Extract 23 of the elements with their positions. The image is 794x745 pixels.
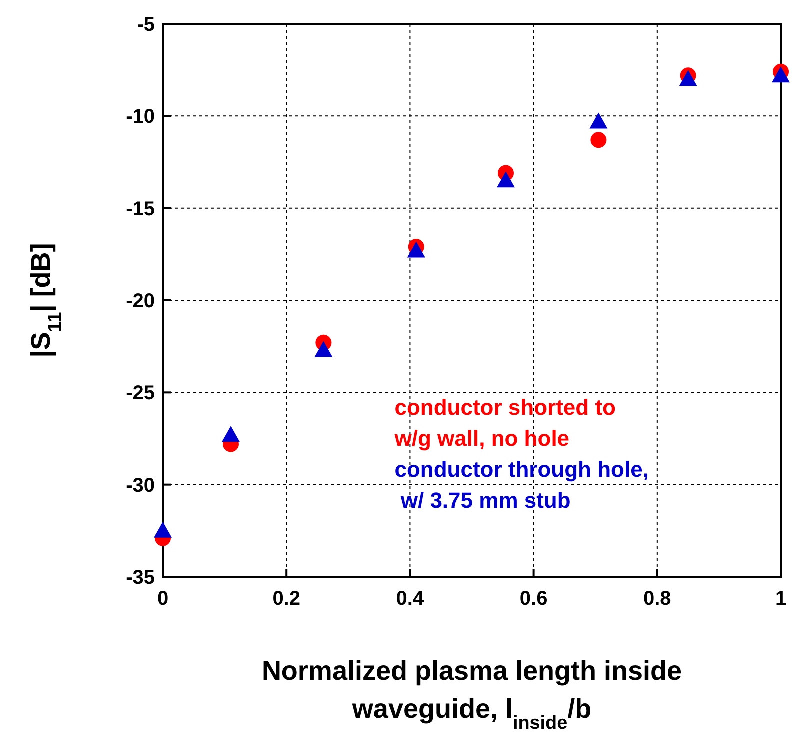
x-tick-label: 1	[775, 588, 787, 610]
x-tick-label: 0.8	[643, 588, 672, 610]
y-tick-label: -25	[126, 382, 155, 405]
point	[590, 112, 608, 129]
point	[496, 172, 515, 188]
y-tick-label: -15	[126, 198, 155, 220]
point	[222, 426, 240, 442]
x-tick-label: 0.2	[272, 588, 301, 610]
y-tick-label: -10	[126, 106, 155, 128]
y-tick-label: -35	[126, 567, 155, 589]
text: conductor through hole, w/ 3.75 mm stub	[394, 456, 649, 513]
y-tick-label: -20	[126, 290, 155, 312]
point	[590, 132, 607, 148]
x-axis-title: Normalized plasma length inside waveguide, l$_{inside}$/b	[262, 656, 682, 734]
point	[314, 341, 333, 358]
y-tick-label: -30	[126, 474, 155, 497]
point	[772, 66, 790, 83]
x-tick-label: 0.4	[396, 588, 425, 610]
point	[154, 522, 172, 538]
y-tick-label: -5	[137, 14, 155, 36]
text: conductor shorted to w/g wall, no hole	[394, 394, 616, 451]
x-tick-label: 0	[157, 588, 169, 610]
x-tick-label: 0.6	[520, 588, 548, 610]
